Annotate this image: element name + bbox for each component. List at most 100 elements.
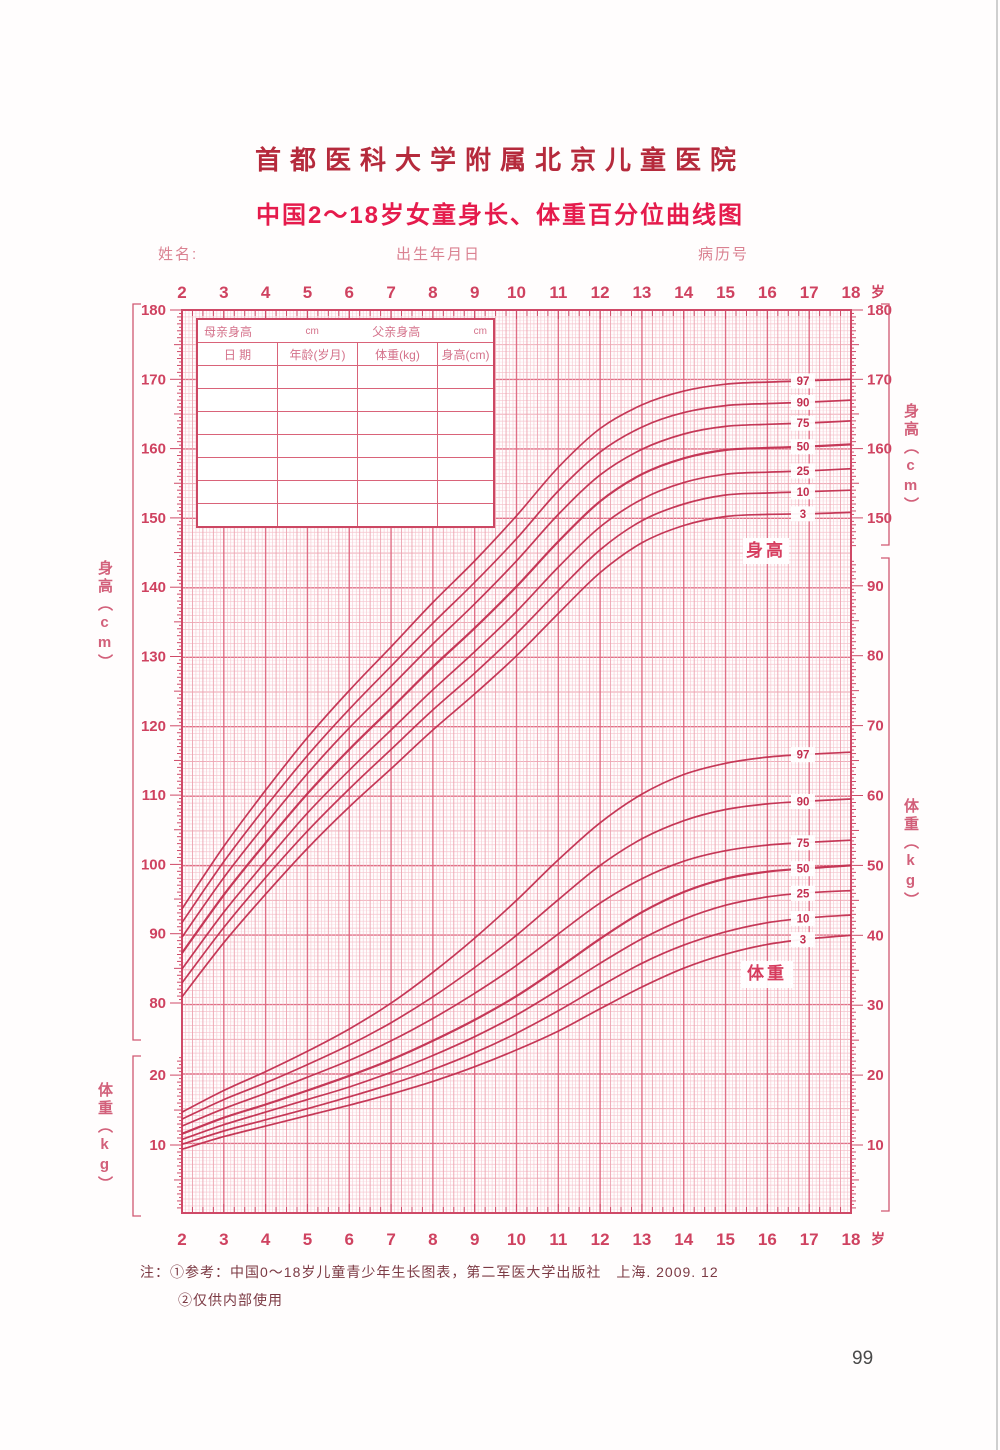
weight-curves-annotation: 体重: [741, 961, 793, 988]
table-cell-empty: [437, 504, 493, 526]
table-cell-empty: [437, 389, 493, 411]
table-cell-empty: [437, 458, 493, 480]
table-cell-empty: [357, 504, 437, 526]
right-height-ruler: 180 170 160 150: [851, 302, 892, 547]
table-row: [198, 389, 493, 412]
percentile-label: 97: [797, 750, 810, 762]
table-cell-empty: [198, 389, 277, 411]
mother-height-label: 母亲身高: [204, 324, 253, 339]
weight-curve-P97: [181, 751, 852, 1113]
percentile-label: 75: [797, 418, 810, 430]
percentile-label: 75: [797, 838, 810, 850]
svg-text:90: 90: [149, 926, 166, 943]
right-height-axis-title: 身高（cm）: [902, 403, 919, 515]
percentile-label: 50: [797, 442, 810, 454]
svg-text:6: 6: [345, 1230, 354, 1249]
table-cell-empty: [198, 504, 277, 526]
height-curve-P25: [181, 467, 852, 970]
svg-text:11: 11: [549, 1230, 567, 1249]
table-cell-empty: [277, 481, 357, 503]
svg-text:3: 3: [219, 1230, 228, 1249]
svg-text:160: 160: [867, 441, 892, 458]
left-height-axis-title: 身高（cm）: [96, 560, 113, 672]
table-row: [198, 366, 493, 389]
father-height-label: 父亲身高: [372, 324, 421, 339]
svg-text:170: 170: [867, 371, 892, 388]
svg-text:12: 12: [591, 1230, 610, 1249]
svg-text:9: 9: [470, 283, 479, 302]
table-cell-empty: [198, 458, 277, 480]
svg-text:120: 120: [141, 718, 166, 735]
weight-curve-P3: [181, 934, 852, 1151]
table-cell-empty: [198, 435, 277, 457]
table-cell-empty: [198, 366, 277, 388]
svg-text:50: 50: [867, 857, 884, 874]
birthdate-field-label: 出生年月日: [396, 246, 482, 263]
percentile-label: 10: [797, 487, 810, 499]
axis-brackets: [132, 303, 890, 1217]
table-cell-empty: [437, 435, 493, 457]
age-labels-top: 2 3 4 5 6 7 8 9 10 11 12 13 14 15 16 17 18 岁: [177, 283, 885, 302]
height-curve-P50: [181, 443, 852, 954]
svg-text:3: 3: [219, 283, 228, 302]
svg-text:6: 6: [345, 283, 354, 302]
svg-text:10: 10: [149, 1137, 166, 1154]
height-curves-annotation: 身高: [743, 538, 789, 564]
table-row: [198, 458, 493, 481]
svg-text:16: 16: [758, 283, 777, 302]
svg-text:14: 14: [674, 1230, 693, 1249]
table-cell-empty: [198, 481, 277, 503]
svg-text:60: 60: [867, 788, 884, 805]
svg-text:5: 5: [303, 1230, 312, 1249]
svg-text:150: 150: [141, 510, 166, 527]
percentile-label: 3: [800, 935, 806, 947]
svg-text:40: 40: [867, 927, 884, 944]
table-cell-empty: [357, 389, 437, 411]
svg-text:140: 140: [141, 579, 166, 596]
svg-text:12: 12: [591, 283, 610, 302]
svg-text:岁: 岁: [871, 284, 885, 300]
parent-height-row: 母亲身高 cm 父亲身高 cm: [198, 320, 493, 343]
svg-text:30: 30: [867, 997, 884, 1014]
col-header-height: 身高(cm): [437, 343, 493, 365]
height-curve-P75: [181, 420, 852, 938]
hospital-title: 首都医科大学附属北京儿童医院: [254, 146, 745, 175]
table-cell-empty: [277, 366, 357, 388]
name-field-label: 姓名:: [158, 246, 199, 263]
measurement-record-table: 母亲身高 cm 父亲身高 cm 日 期 年龄(岁月) 体重(kg) 身高(cm): [196, 318, 495, 528]
table-cell-empty: [357, 412, 437, 434]
height-curve: [181, 378, 852, 998]
footnote-reference: 注：①参考：中国0～18岁儿童青少年生长图表，第二军医大学出版社 上海. 200…: [140, 1264, 719, 1280]
plot-frame: [181, 309, 852, 1214]
svg-text:16: 16: [758, 1230, 777, 1249]
weight-curve: [181, 751, 852, 1151]
height-curve-P97: [181, 378, 852, 910]
svg-text:15: 15: [716, 1230, 735, 1249]
table-row: [198, 481, 493, 504]
table-row: [198, 412, 493, 435]
table-header-row: 日 期 年龄(岁月) 体重(kg) 身高(cm): [198, 343, 493, 366]
svg-text:70: 70: [867, 718, 884, 735]
svg-text:17: 17: [800, 1230, 819, 1249]
svg-text:10: 10: [867, 1137, 884, 1154]
svg-text:20: 20: [149, 1067, 166, 1084]
svg-text:18: 18: [842, 1230, 861, 1249]
svg-text:180: 180: [867, 302, 892, 319]
table-cell-empty: [357, 481, 437, 503]
svg-text:20: 20: [867, 1067, 884, 1084]
table-empty-rows: [198, 366, 493, 526]
svg-text:100: 100: [141, 856, 166, 873]
percentile-label: 50: [797, 864, 810, 876]
col-header-age: 年龄(岁月): [277, 343, 357, 365]
table-cell-empty: [277, 504, 357, 526]
svg-text:150: 150: [867, 510, 892, 527]
height-curve-percentile-labels: 97 90 75 50 25 10 3: [791, 373, 815, 522]
percentile-label: 97: [797, 376, 810, 388]
table-cell-empty: [357, 435, 437, 457]
right-weight-axis-title: 体重（kg）: [902, 798, 919, 910]
percentile-label: 25: [797, 888, 810, 900]
weight-curve-P50: [181, 864, 852, 1135]
table-cell-empty: [198, 412, 277, 434]
